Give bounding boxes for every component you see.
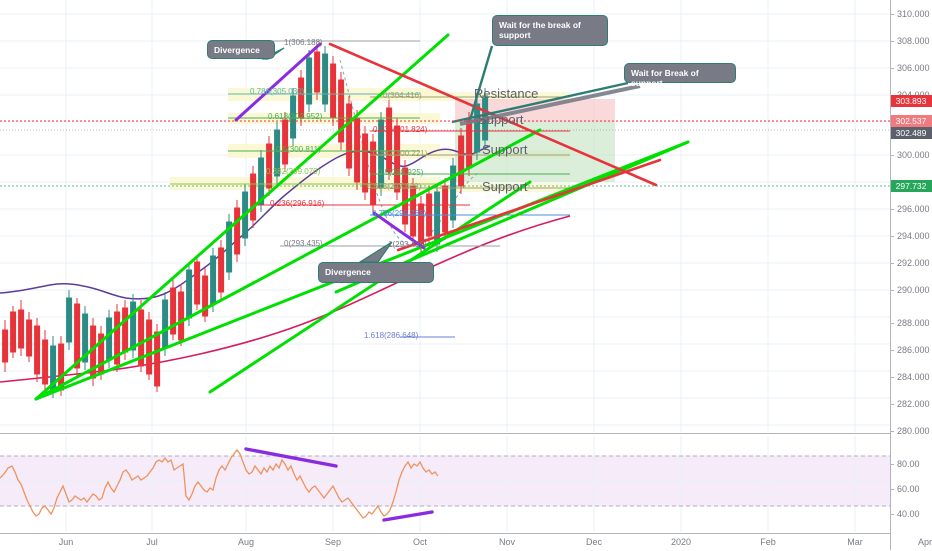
time-tick: Oct [412,537,428,547]
price-axis[interactable]: 310.000 308.000 306.000 304.000 302.000 … [890,0,932,533]
price-tick: 290.000 [890,284,932,297]
price-tick: 288.000 [890,317,932,330]
price-badge-cursor[interactable]: 302.489 [890,127,932,139]
rsi-tick: 80.00 [890,458,932,471]
zone-label-resistance: Resistance [474,86,539,101]
callout-divergence-bottom[interactable]: Divergence [318,262,434,283]
zone-label-support: Support [482,142,528,157]
price-tick: 292.000 [890,257,932,270]
time-tick: Sep [324,537,342,547]
fib-label: 0.786(295.785) [372,209,427,218]
price-tick: 308.000 [890,35,932,48]
price-tick: 310.000 [890,8,932,21]
fib-label: 1(306.188) [284,38,323,47]
price-badge-last[interactable]: 303.893 [890,95,932,107]
divergence-lines [234,42,426,250]
price-tick: 286.000 [890,344,932,357]
fib-label: 0.382(299.070) [266,167,321,176]
rsi-tick: 40.00 [890,508,932,521]
fib-label: 0.236(296.916) [270,199,325,208]
grid-lines [0,0,890,432]
fib-label: 0.5(298.925) [378,168,424,177]
time-tick: 2020 [670,537,692,547]
fib-label: 0.786(305.030) [250,87,305,96]
fib-label: 0.618(297.629) [367,182,422,191]
callout-wait-break-support[interactable]: Wait for the break of support [492,15,608,46]
price-tick: 294.000 [890,230,932,243]
rsi-line [0,448,439,519]
callout-leaders [451,45,629,124]
fib-label: 1.618(286.648) [364,331,419,340]
pane-separator [0,433,890,434]
price-badge-support[interactable]: 297.732 [890,180,932,192]
time-tick: Aug [237,537,255,547]
price-tick: 300.000 [890,149,932,162]
rsi-tick: 60.00 [890,483,932,496]
time-tick: Mar [847,537,863,547]
price-tick: 296.000 [890,203,932,216]
fib-label: 1(293.435) [388,240,427,249]
fib-label: 0.5(300.811) [276,145,321,154]
ma-mid-line [0,145,491,300]
callout-wait-break-support-2[interactable]: Wait for Break of support [624,63,736,88]
fib-label: 0.236(301.824) [373,125,428,134]
zone-label-support: Support [482,179,528,194]
callout-leaders-gray [459,84,641,126]
price-pane[interactable]: 1(306.188) 0.786(305.030) 0.618(302.952)… [0,0,890,432]
rsi-pane[interactable] [0,436,890,532]
axis-separator [890,0,891,550]
callout-divergence-top[interactable]: Divergence [207,40,275,59]
time-tick: Jul [146,537,158,547]
price-tick: 284.000 [890,371,932,384]
fib-label: 0.382(300.221) [373,149,428,158]
time-tick: Jun [58,537,74,547]
time-axis[interactable]: Jun Jul Aug Sep Oct Nov Dec 2020 Feb Mar… [0,533,932,551]
time-tick: Feb [760,537,776,547]
trendlines-red [328,42,662,252]
time-tick: Apr [917,537,932,547]
time-tick: Nov [498,537,516,547]
time-tick: Dec [585,537,603,547]
fib-label: 0(293.435) [284,239,323,248]
rsi-chart-svg [0,436,890,532]
trendlines-green [34,33,690,401]
price-tick: 280.000 [890,425,932,438]
price-tick: 306.000 [890,62,932,75]
fib-label: 0.618(302.952) [268,112,323,121]
zone-label-support: Support [478,112,524,127]
price-chart-svg [0,0,890,432]
rsi-divergence-lines [244,447,434,522]
price-badge-line[interactable]: 302.537 [890,115,932,127]
fib-label: 0(304.416) [383,91,422,100]
price-tick: 282.000 [890,398,932,411]
